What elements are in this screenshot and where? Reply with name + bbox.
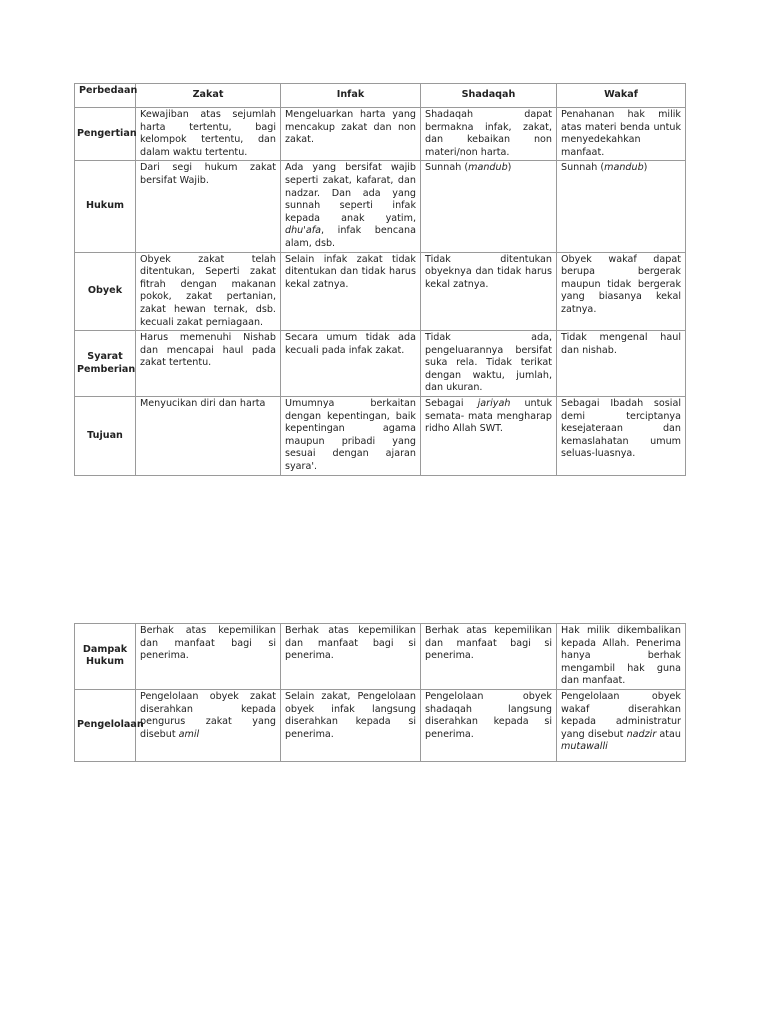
cell-text: Tidak mengenal haul dan nishab. — [561, 332, 681, 356]
cell-wakaf: Sebagai Ibadah sosial demi terciptanya k… — [556, 396, 686, 477]
cell-text: Ada yang bersifat wajib seperti zakat, k… — [285, 162, 416, 224]
column-header: Shadaqah — [420, 83, 557, 108]
row-label: Tujuan — [74, 396, 136, 477]
cell-text: Menyucikan diri dan harta — [140, 398, 266, 410]
cell-text: mandub — [604, 162, 644, 174]
cell-text: Kewajiban atas sejumlah harta tertentu, … — [140, 109, 276, 158]
cell-shadaqah: Tidak ada, pengeluarannya bersifat suka … — [420, 330, 557, 398]
cell-wakaf: Hak milik dikembalikan kepada Allah. Pen… — [556, 623, 686, 690]
row-label: Pengertian — [74, 106, 137, 162]
cell-infak: Ada yang bersifat wajib seperti zakat, k… — [280, 160, 421, 253]
cell-text: Selain infak zakat tidak ditentukan dan … — [285, 253, 416, 290]
cell-text: Berhak atas kepemilikan dan manfaat bagi… — [285, 625, 416, 662]
cell-zakat: Harus memenuhi Nishab dan mencapai haul … — [135, 330, 281, 398]
table-row: Hukum Dari segi hukum zakat bersifat Waji… — [74, 160, 686, 253]
cell-text: Mengeluarkan harta yang mencakup zakat d… — [285, 109, 416, 146]
cell-text: Umumnya berkaitan dengan kepentingan, ba… — [285, 398, 416, 473]
cell-text: Penahanan hak milik atas materi benda un… — [561, 109, 681, 158]
cell-infak: Umumnya berkaitan dengan kepentingan, ba… — [280, 396, 421, 477]
cell-wakaf: Tidak mengenal haul dan nishab. — [556, 330, 686, 398]
table-row: Obyek Obyek zakat telah ditentukan, Seper… — [74, 251, 686, 332]
cell-text: Dari segi hukum zakat bersifat Wajib. — [140, 162, 276, 186]
cell-text: Selain zakat, Pengelolaan obyek infak la… — [285, 690, 416, 740]
comparison-table-continued: Dampak Hukum Berhak atas kepemilikan dan … — [74, 623, 686, 762]
cell-text: Pengelolaan obyek shadaqah langsung dise… — [425, 690, 552, 740]
cell-text: Sebagai — [425, 398, 478, 410]
cell-wakaf: Pengelolaan obyek wakaf diserahkan kepad… — [556, 688, 686, 762]
table-row: Syarat Pemberian Harus memenuhi Nishab da… — [74, 330, 686, 398]
cell-zakat: Obyek zakat telah ditentukan, Seperti za… — [135, 251, 281, 332]
cell-text: Tidak ditentukan obyeknya dan tidak haru… — [425, 253, 552, 290]
cell-infak: Selain infak zakat tidak ditentukan dan … — [280, 251, 421, 332]
column-header: Wakaf — [556, 83, 686, 108]
row-label: Pengelolaan — [74, 688, 144, 762]
cell-shadaqah: Pengelolaan obyek shadaqah langsung dise… — [420, 688, 557, 762]
cell-text: ) — [507, 162, 512, 174]
cell-text: atau — [656, 728, 681, 740]
cell-text: Shadaqah dapat bermakna infak, zakat, da… — [425, 109, 552, 158]
cell-text: dhu'afa — [285, 225, 322, 237]
cell-text: Secara umum tidak ada kecuali pada infak… — [285, 332, 416, 356]
cell-text: nadzir — [626, 728, 657, 740]
cell-infak: Berhak atas kepemilikan dan manfaat bagi… — [280, 623, 421, 690]
cell-zakat: Kewajiban atas sejumlah harta tertentu, … — [135, 106, 281, 162]
cell-zakat: Berhak atas kepemilikan dan manfaat bagi… — [135, 623, 281, 690]
table-row: Pengertian Kewajiban atas sejumlah harta … — [74, 106, 686, 162]
column-header: Infak — [280, 83, 421, 108]
row-label: Dampak Hukum — [74, 623, 136, 690]
cell-text: mandub — [468, 162, 508, 174]
cell-zakat: Menyucikan diri dan harta — [135, 396, 281, 477]
table-row: Pengelolaan Pengelolaan obyek zakat diser… — [74, 688, 686, 762]
cell-wakaf: Sunnah (mandub) — [556, 160, 686, 253]
cell-text: Obyek zakat telah ditentukan, Seperti za… — [140, 253, 276, 328]
cell-text: Harus memenuhi Nishab dan mencapai haul … — [140, 332, 276, 369]
cell-shadaqah: Sunnah (mandub) — [420, 160, 557, 253]
cell-text: mutawalli — [561, 741, 608, 753]
cell-infak: Mengeluarkan harta yang mencakup zakat d… — [280, 106, 421, 162]
cell-wakaf: Obyek wakaf dapat berupa bergerak maupun… — [556, 251, 686, 332]
cell-text: Sunnah ( — [561, 162, 605, 174]
cell-text: Tidak ada, pengeluarannya bersifat suka … — [425, 332, 552, 394]
cell-text: amil — [178, 728, 200, 740]
cell-shadaqah: Tidak ditentukan obyeknya dan tidak haru… — [420, 251, 557, 332]
cell-text: Sunnah ( — [425, 162, 469, 174]
cell-infak: Secara umum tidak ada kecuali pada infak… — [280, 330, 421, 398]
cell-text: Hak milik dikembalikan kepada Allah. Pen… — [561, 625, 681, 687]
cell-text: , infak bencana alam, dsb. — [285, 225, 416, 249]
cell-zakat: Pengelolaan obyek zakat diserahkan kepad… — [135, 688, 281, 762]
cell-text: untuk semata- mata mengharap ridho Allah… — [425, 398, 552, 435]
cell-text: Sebagai Ibadah sosial demi terciptanya k… — [561, 398, 681, 460]
table-row: Tujuan Menyucikan diri dan harta Umumnya b… — [74, 396, 686, 477]
header-row: Perbedaan Zakat Infak Shadaqah Wakaf — [74, 83, 686, 108]
cell-infak: Selain zakat, Pengelolaan obyek infak la… — [280, 688, 421, 762]
cell-shadaqah: Sebagai jariyah untuk semata- mata mengh… — [420, 396, 557, 477]
row-label: Syarat Pemberian — [74, 330, 136, 398]
column-header: Zakat — [135, 83, 281, 108]
cell-text: Berhak atas kepemilikan dan manfaat bagi… — [140, 625, 276, 662]
comparison-table: Perbedaan Zakat Infak Shadaqah Wakaf Pengerti… — [74, 83, 686, 477]
cell-text: Obyek wakaf dapat berupa bergerak maupun… — [561, 253, 681, 315]
cell-text: Pengelolaan obyek zakat diserahkan kepad… — [140, 690, 276, 740]
row-label: Obyek — [74, 251, 136, 332]
cell-text: Berhak atas kepemilikan dan manfaat bagi… — [425, 625, 552, 662]
cell-shadaqah: Berhak atas kepemilikan dan manfaat bagi… — [420, 623, 557, 690]
cell-zakat: Dari segi hukum zakat bersifat Wajib. — [135, 160, 281, 253]
table-row: Dampak Hukum Berhak atas kepemilikan dan … — [74, 623, 686, 690]
cell-text: ) — [643, 162, 648, 174]
column-header: Perbedaan — [74, 83, 137, 108]
cell-text: jariyah — [477, 398, 511, 410]
row-label: Hukum — [74, 160, 136, 253]
cell-wakaf: Penahanan hak milik atas materi benda un… — [556, 106, 686, 162]
cell-shadaqah: Shadaqah dapat bermakna infak, zakat, da… — [420, 106, 557, 162]
cell-text: Pengelolaan obyek wakaf diserahkan kepad… — [561, 690, 681, 740]
